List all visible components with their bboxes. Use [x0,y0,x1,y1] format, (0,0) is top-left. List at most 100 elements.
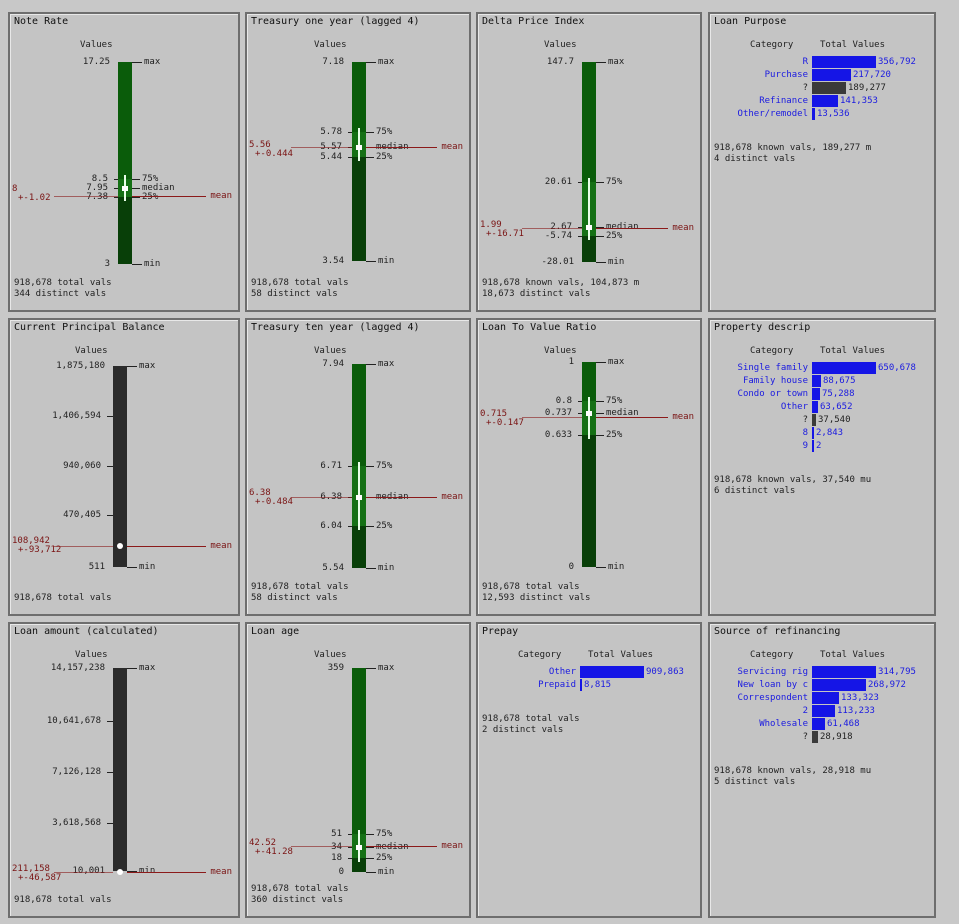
panel-footer-line: 360 distinct vals [251,895,344,905]
category-header: Category [750,650,794,660]
max-tick [127,366,137,367]
quartile-tick-q25 [114,197,118,198]
mean-sd: +-93,712 [18,545,62,555]
panel-loan-age[interactable]: Loan age Values 359 0 max min 51 75% 34 median 18 2… [245,622,471,918]
quartile-word-q25: 25% [606,430,623,440]
max-word: max [139,663,156,673]
category-bar [812,692,839,704]
category-label: Single family [737,363,808,373]
category-value: 61,468 [827,719,860,729]
quartile-word-q75: 75% [142,174,159,184]
min-value: 0 [338,867,344,877]
value-tick [107,466,113,467]
quartile-tick-median [114,188,118,189]
quartile-tick-q25 [578,435,582,436]
category-bar [812,108,815,120]
upper-segment [352,62,366,132]
category-value: 13,536 [817,109,850,119]
panel-footer-line: 918,678 total vals [14,895,112,905]
category-value: 133,323 [841,693,879,703]
quartile-tick-right-q25 [132,197,140,198]
min-value: 10,001 [72,866,105,876]
mean-word: mean [441,492,463,502]
quartile-tick-right-median [596,413,604,414]
max-word: max [378,359,395,369]
panel-footer-line: 918,678 total vals [482,714,580,724]
max-tick [366,62,376,63]
mean-connector [54,546,113,547]
quartile-tick-q75 [578,401,582,402]
quartile-word-median: median [606,222,639,232]
median-dot [122,186,128,191]
category-value: 8,815 [584,680,612,690]
category-bar [812,705,835,717]
panel-delta-price-index[interactable]: Delta Price Index Values 147.7 -28.01 max min… [476,12,702,312]
quartile-tick-right-median [366,847,374,848]
min-value: 511 [88,562,105,572]
value-column [113,366,127,567]
value-tick-label: 10,641,678 [46,716,101,726]
panel-title: Prepay [482,626,519,637]
values-header: Values [544,40,577,50]
max-word: max [378,663,395,673]
quartile-value-q25: -5.74 [544,231,572,241]
panel-footer-line: 344 distinct vals [14,289,107,299]
min-word: min [139,562,156,572]
quartile-tick-right-median [596,227,604,228]
category-value: 37,540 [818,415,851,425]
value-tick-label: 7,126,128 [52,767,101,777]
panel-current-principal-balance[interactable]: Current Principal Balance Values 1,875,180… [8,318,240,616]
category-label: 8 [802,428,808,438]
quartile-value-q25: 7.38 [86,192,108,202]
upper-segment [352,668,366,834]
panel-title: Loan To Value Ratio [482,322,597,333]
panel-property-descrip[interactable]: Property descrip Category Total Values Sing… [708,318,936,616]
panel-note-rate[interactable]: Note Rate Values 17.25 3 max min 8.5 75% 7.95 med… [8,12,240,312]
quartile-tick-median [578,227,582,228]
panel-loan-amount[interactable]: Loan amount (calculated) Values 14,157,238… [8,622,240,918]
min-word: min [139,866,156,876]
value-tick [107,772,113,773]
max-tick [366,668,376,669]
panel-source-of-refinancing[interactable]: Source of refinancing Category Total Value… [708,622,936,918]
lower-segment [118,197,132,264]
min-word: min [378,256,395,266]
quartile-value-q75: 51 [331,829,342,839]
quartile-value-median: 7.95 [86,183,108,193]
panel-loan-to-value-ratio[interactable]: Loan To Value Ratio Values 1 0 max min 0.8 75% 0… [476,318,702,616]
panel-loan-purpose[interactable]: Loan Purpose Category Total Values R 356,792… [708,12,936,312]
values-header: Values [314,346,347,356]
mean-value: 5.56 [249,140,271,150]
quartile-tick-q75 [348,834,352,835]
value-tick-label: 1,406,594 [52,411,101,421]
min-tick [132,264,142,265]
panel-footer-line: 918,678 known vals, 37,540 mu [714,475,872,485]
category-label: R [802,57,808,67]
category-label: Purchase [764,70,808,80]
quartile-value-q25: 18 [331,853,342,863]
panel-title: Treasury ten year (lagged 4) [251,322,420,333]
quartile-tick-right-q25 [596,435,604,436]
category-value: 88,675 [823,376,856,386]
category-bar [580,666,644,678]
category-label: ? [802,83,808,93]
total-values-header: Total Values [820,346,886,356]
quartile-tick-q75 [578,182,582,183]
quartile-tick-q75 [348,466,352,467]
max-value: 1,875,180 [56,361,105,371]
values-header: Values [75,346,108,356]
category-value: 28,918 [820,732,853,742]
value-tick [107,721,113,722]
panel-footer-line: 12,593 distinct vals [482,593,591,603]
mean-line [132,196,206,197]
median-dot [586,225,592,230]
panel-treasury-ten-year[interactable]: Treasury ten year (lagged 4) Values 7.94 5.… [245,318,471,616]
panel-treasury-one-year[interactable]: Treasury one year (lagged 4) Values 7.18 3.… [245,12,471,312]
mean-connector [291,147,352,148]
panel-prepay[interactable]: Prepay Category Total Values Other 909,863 Pr… [476,622,702,918]
category-label: Prepaid [538,680,576,690]
category-bar [812,82,846,94]
mean-connector [54,196,118,197]
max-word: max [378,57,395,67]
values-header: Values [80,40,113,50]
